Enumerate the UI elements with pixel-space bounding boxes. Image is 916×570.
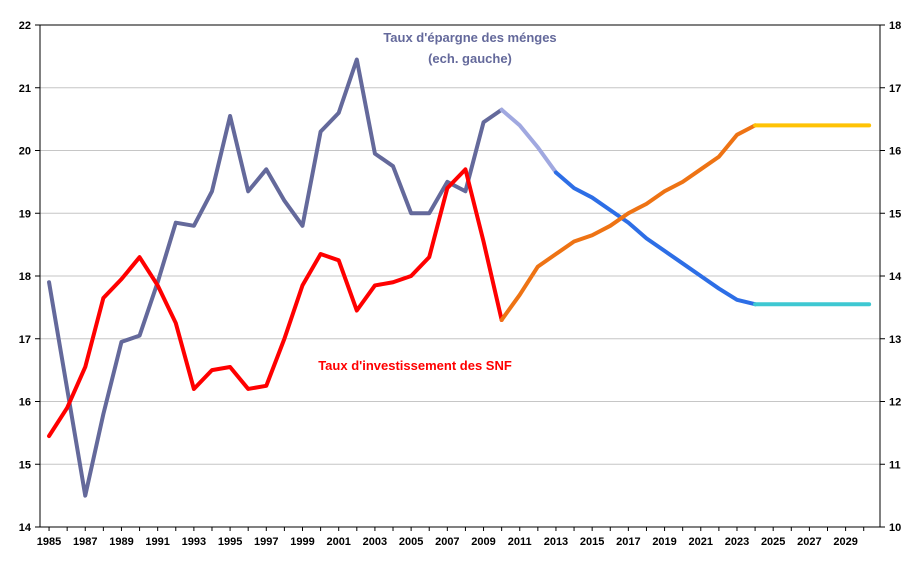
right-axis-label: 13 — [889, 334, 901, 346]
left-axis-label: 22 — [19, 20, 31, 32]
x-axis-label: 2011 — [508, 536, 532, 548]
x-axis-label: 2017 — [616, 536, 640, 548]
x-axis-label: 2029 — [833, 536, 857, 548]
left-axis-label: 17 — [19, 334, 31, 346]
x-axis-label: 2019 — [652, 536, 676, 548]
x-axis-label: 2013 — [544, 536, 568, 548]
right-axis-label: 18 — [889, 20, 901, 32]
left-axis-label: 19 — [19, 208, 31, 220]
x-axis-label: 1991 — [145, 536, 169, 548]
left-axis-label: 20 — [19, 146, 31, 158]
left-axis-label: 14 — [19, 522, 32, 534]
x-axis-label: 2007 — [435, 536, 459, 548]
x-axis-label: 1999 — [290, 536, 314, 548]
right-axis-label: 10 — [889, 522, 901, 534]
x-axis-label: 2001 — [326, 536, 350, 548]
left-axis-label: 21 — [19, 83, 31, 95]
series-line-investissement-snf-historique — [47, 167, 504, 439]
right-axis-label: 15 — [889, 208, 901, 220]
left-axis-label: 15 — [19, 459, 31, 471]
left-axis-label: 18 — [19, 271, 31, 283]
x-axis-label: 1995 — [218, 536, 242, 548]
x-axis-label: 2027 — [797, 536, 821, 548]
series-line-epargne-projection-courte — [499, 107, 558, 175]
x-axis-label: 1989 — [109, 536, 133, 548]
right-axis-label: 12 — [889, 397, 901, 409]
x-axis-label: 1993 — [182, 536, 206, 548]
x-axis-label: 1985 — [37, 536, 61, 548]
right-axis-label: 11 — [889, 459, 901, 471]
series-line-epargne-projection-longue — [553, 170, 758, 307]
right-axis-label: 17 — [889, 83, 901, 95]
x-axis-label: 2009 — [471, 536, 495, 548]
x-axis-label: 2003 — [363, 536, 387, 548]
left-axis-label: 16 — [19, 397, 31, 409]
x-axis-label: 2021 — [689, 536, 713, 548]
x-axis-label: 2005 — [399, 536, 423, 548]
x-axis-label: 1987 — [73, 536, 97, 548]
x-axis-label: 2015 — [580, 536, 604, 548]
x-axis-label: 1997 — [254, 536, 278, 548]
right-axis-label: 14 — [889, 271, 902, 283]
series-line-epargne-menages-historique — [47, 57, 504, 498]
right-axis-label: 16 — [889, 146, 901, 158]
series-line-investissement-projection — [499, 123, 758, 322]
x-axis-label: 2023 — [725, 536, 749, 548]
x-axis-label: 2025 — [761, 536, 785, 548]
